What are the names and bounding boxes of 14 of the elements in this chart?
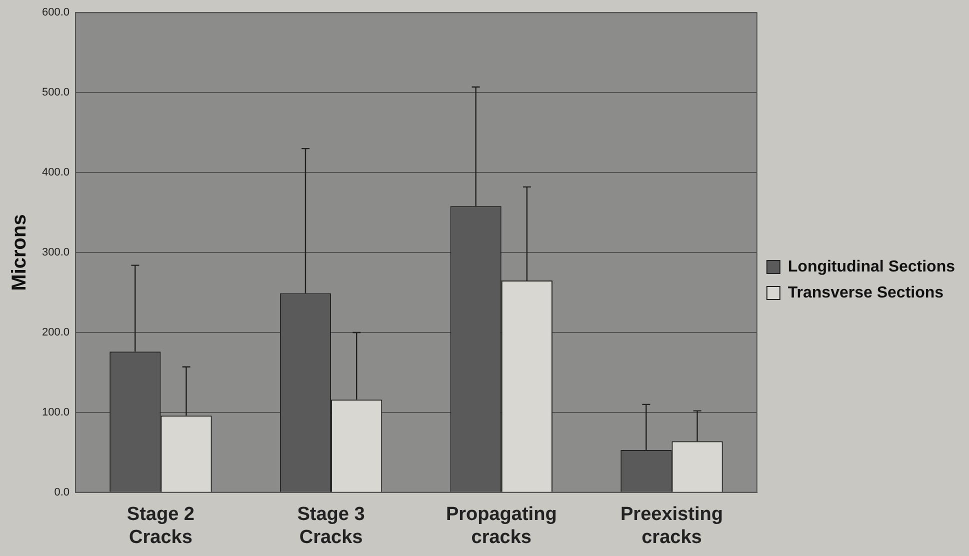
legend-label: Longitudinal Sections <box>788 258 956 276</box>
x-tick-label: Stage 2 Cracks <box>126 504 194 548</box>
x-tick-label: Preexisting cracks <box>620 504 723 548</box>
y-tick-label: 600.0 <box>42 6 70 19</box>
y-axis-title: Microns <box>8 214 31 291</box>
y-tick-label: 400.0 <box>42 166 70 179</box>
y-tick-label: 300.0 <box>42 246 70 259</box>
x-tick-label: Propagating cracks <box>446 504 557 548</box>
y-tick-label: 100.0 <box>42 406 70 418</box>
legend-label: Transverse Sections <box>788 284 944 302</box>
x-tick-label: Stage 3 Cracks <box>297 504 365 548</box>
y-tick-label: 500.0 <box>42 86 70 99</box>
y-tick-label: 0.0 <box>54 486 70 498</box>
y-tick-label: 200.0 <box>42 326 70 338</box>
